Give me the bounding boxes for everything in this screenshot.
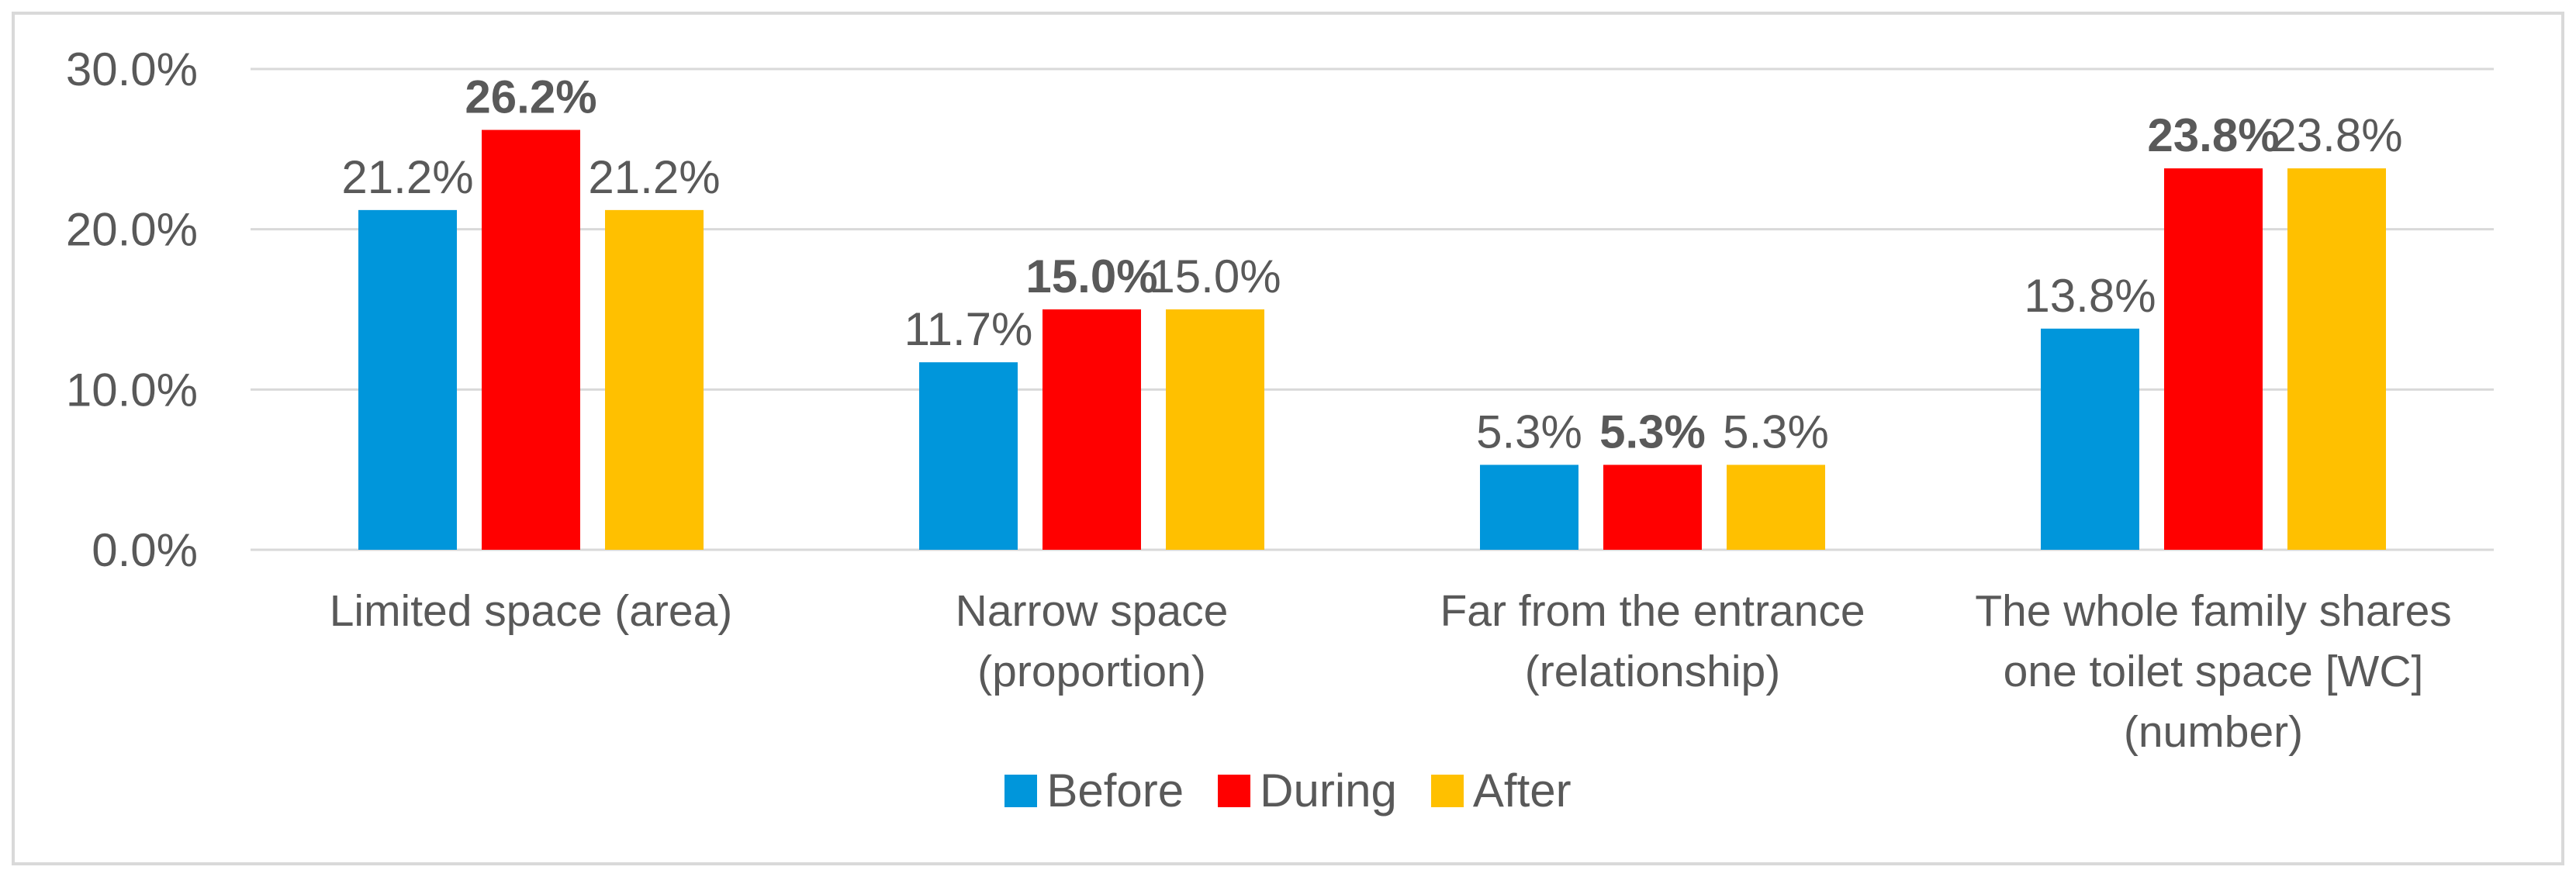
y-tick-label: 10.0%: [66, 364, 198, 416]
bar: [2287, 168, 2386, 550]
bar: [1166, 309, 1264, 550]
data-label: 5.3%: [1723, 406, 1829, 457]
legend-item: After: [1430, 764, 1572, 817]
data-label: 15.0%: [1149, 250, 1281, 302]
legend-item: During: [1218, 764, 1397, 817]
bar: [919, 362, 1018, 550]
data-label: 21.2%: [341, 151, 473, 203]
bar: [2164, 168, 2263, 550]
y-tick-label: 30.0%: [66, 43, 198, 95]
x-tick-label: Narrow space (proportion): [955, 586, 1229, 696]
data-label: 5.3%: [1476, 406, 1582, 457]
bar: [1727, 464, 1825, 550]
chart-border: [12, 12, 2564, 865]
data-label: 13.8%: [2024, 270, 2156, 322]
legend-label: After: [1472, 765, 1572, 817]
bar: [1043, 309, 1141, 550]
legend-label: During: [1260, 765, 1397, 817]
legend-label: Before: [1046, 765, 1184, 817]
data-label: 11.7%: [904, 303, 1033, 355]
legend: Before During After: [0, 764, 2576, 817]
legend-swatch: [1004, 774, 1038, 807]
bar: [358, 209, 457, 550]
bar: [2041, 328, 2139, 550]
legend-item: Before: [1004, 764, 1184, 817]
bar: [1480, 464, 1578, 550]
bar: [482, 129, 580, 551]
legend-swatch: [1430, 774, 1464, 807]
data-label: 15.0%: [1025, 250, 1157, 302]
legend-swatch: [1218, 774, 1251, 807]
data-label: 21.2%: [588, 151, 720, 203]
data-label: 26.2%: [465, 71, 596, 123]
x-tick-label: Far from the entrance (relationship): [1440, 586, 1865, 696]
bar: [1603, 464, 1702, 550]
data-label: 5.3%: [1599, 406, 1706, 457]
data-label: 23.8%: [2147, 109, 2279, 161]
bar: [605, 209, 704, 550]
data-label: 23.8%: [2270, 109, 2402, 161]
y-tick-label: 0.0%: [92, 524, 198, 576]
y-tick-label: 20.0%: [66, 204, 198, 256]
x-tick-label: Limited space (area): [329, 586, 733, 636]
x-tick-label: The whole family shares one toilet space…: [1975, 586, 2452, 757]
